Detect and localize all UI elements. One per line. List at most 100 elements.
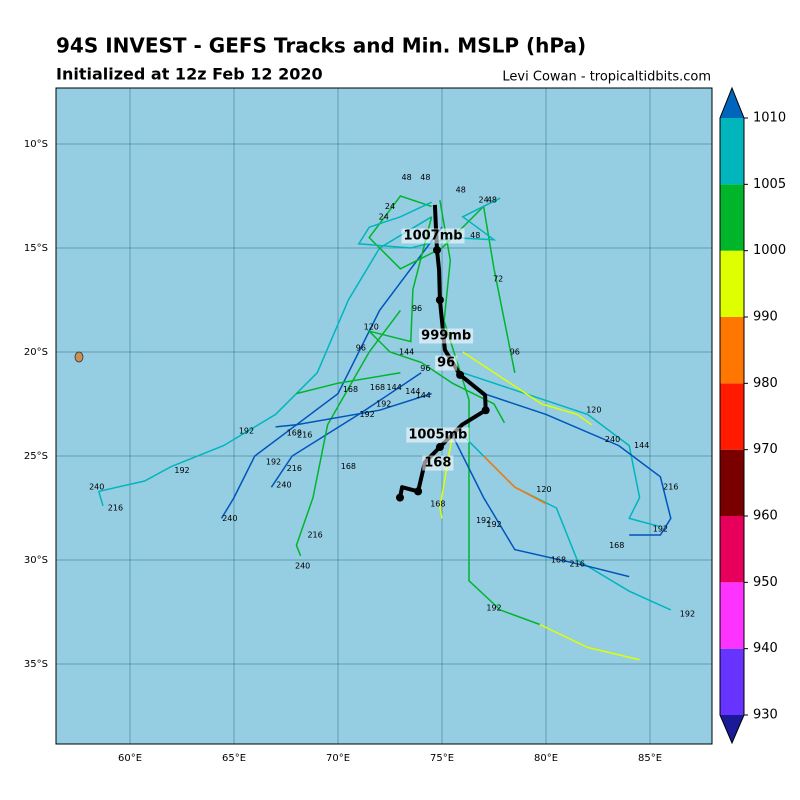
hour-label: 168 — [609, 541, 624, 550]
ensemble-track — [357, 197, 501, 249]
hour-label: 96 — [356, 343, 366, 352]
mean-point — [433, 246, 442, 255]
mean-label-bg — [401, 228, 465, 244]
hour-label: 216 — [570, 560, 585, 569]
hour-label: 168 — [343, 385, 358, 394]
hour-label: 48 — [487, 196, 497, 205]
colorbar-over — [720, 88, 744, 118]
mean-point — [395, 493, 404, 502]
colorbar-segment — [720, 118, 744, 185]
mean-label: 168 — [424, 456, 451, 471]
map-frame — [55, 87, 713, 745]
colorbar-label: 930 — [753, 708, 778, 723]
ensemble-track — [451, 434, 630, 578]
hour-label: 192 — [486, 520, 501, 529]
lon-tick-label: 75°E — [430, 753, 454, 764]
hour-label: 24 — [479, 196, 489, 205]
title: 94S INVEST - GEFS Tracks and Min. MSLP (… — [56, 34, 586, 58]
colorbar-segment — [720, 516, 744, 583]
hour-label: 144 — [416, 391, 431, 400]
ensemble-track — [462, 351, 593, 426]
colorbar-label: 990 — [753, 310, 778, 325]
hour-label: 192 — [680, 610, 695, 619]
ensemble-track — [97, 216, 432, 507]
lon-tick-label: 70°E — [326, 753, 350, 764]
mean-label-bg — [406, 427, 470, 443]
hour-label: 192 — [486, 603, 501, 612]
lon-tick-label: 60°E — [118, 753, 142, 764]
ensemble-track — [296, 372, 401, 395]
colorbar-label: 950 — [753, 575, 778, 590]
hour-label: 120 — [364, 323, 379, 332]
subtitle: Initialized at 12z Feb 12 2020 — [56, 65, 323, 84]
hour-label: 48 — [402, 173, 412, 182]
ensemble-track — [483, 392, 672, 536]
hour-label: 72 — [493, 275, 503, 284]
hour-label: 192 — [653, 524, 668, 533]
ensemble-track — [275, 392, 432, 428]
mean-label-bg — [419, 328, 474, 344]
mean-point — [435, 443, 444, 452]
ensemble-track — [439, 200, 541, 626]
hour-label: 192 — [376, 400, 391, 409]
lat-tick-label: 35°S — [24, 659, 48, 670]
mean-point — [414, 487, 423, 496]
hour-label: 168 — [370, 383, 385, 392]
hour-label: 144 — [399, 348, 414, 357]
colorbar-under — [720, 715, 744, 743]
ocean — [56, 88, 712, 744]
colorbar-segment — [720, 383, 744, 450]
hour-label: 192 — [239, 427, 254, 436]
colorbar-label: 970 — [753, 442, 778, 457]
colorbar-label: 1005 — [753, 177, 786, 192]
mean-label: 999mb — [421, 328, 471, 343]
lat-tick-label: 10°S — [24, 139, 48, 150]
colorbar-segment — [720, 250, 744, 317]
colorbar-segment — [720, 582, 744, 649]
colorbar: 930 940 950 960 970 980 990 1000 1005 1010 — [719, 86, 786, 745]
lat-tick-label: 30°S — [24, 555, 48, 566]
ensemble-track — [539, 623, 640, 661]
hour-label: 96 — [510, 348, 520, 357]
hour-label: 144 — [405, 387, 420, 396]
mean-track — [398, 204, 488, 498]
hour-label: 216 — [307, 531, 322, 540]
hour-label: 120 — [586, 406, 601, 415]
hour-label: 168 — [430, 499, 445, 508]
colorbar-segment — [720, 317, 744, 384]
hour-label: 168 — [287, 429, 302, 438]
hour-label: 240 — [89, 483, 104, 492]
hour-label: 144 — [387, 383, 402, 392]
hour-label: 48 — [470, 231, 480, 240]
ensemble-track — [295, 309, 401, 557]
hour-label: 192 — [359, 410, 374, 419]
lon-tick-label: 65°E — [222, 753, 246, 764]
lat-tick-label: 20°S — [24, 347, 48, 358]
lon-tick-label: 85°E — [638, 753, 662, 764]
hour-label: 144 — [634, 441, 649, 450]
colorbar-label: 1000 — [753, 243, 786, 258]
colorbar-segment — [720, 449, 744, 516]
hour-label: 168 — [551, 556, 566, 565]
ensemble-track — [483, 455, 547, 505]
mean-label-bg — [435, 355, 458, 371]
island — [74, 351, 84, 363]
lat-tick-label: 25°S — [24, 451, 48, 462]
hour-label: 240 — [222, 514, 237, 523]
hour-label: 240 — [295, 562, 310, 571]
graticule — [56, 88, 712, 744]
hour-label: 240 — [276, 481, 291, 490]
colorbar-label: 980 — [753, 376, 778, 391]
colorbar-segment — [720, 648, 744, 715]
ensemble-track — [366, 216, 506, 424]
lon-tick-label: 80°E — [534, 753, 558, 764]
hour-label: 96 — [420, 364, 430, 373]
hour-label: 24 — [385, 202, 395, 211]
hour-label: 192 — [266, 458, 281, 467]
mean-point — [456, 370, 465, 379]
ensemble-track — [368, 195, 516, 373]
mean-point — [481, 406, 490, 415]
colorbar-label: 940 — [753, 641, 778, 656]
